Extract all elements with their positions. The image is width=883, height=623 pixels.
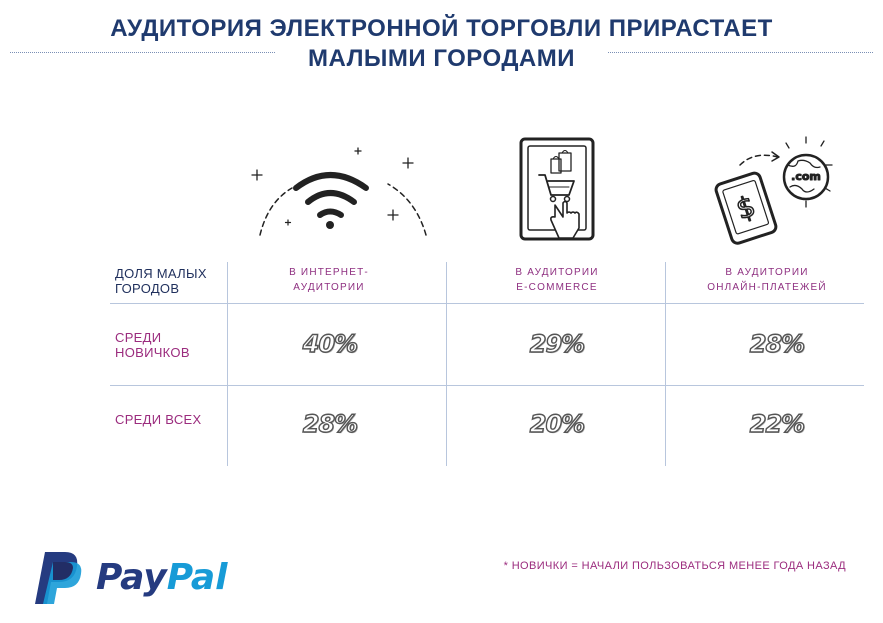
row-label-newcomers: СРЕДИ НОВИЧКОВ (115, 330, 190, 360)
dollar-sign-text: $ (732, 189, 759, 226)
title-divider-left (10, 52, 275, 53)
row-label-all: СРЕДИ ВСЕХ (115, 412, 202, 427)
value-newcomers-internet: 40% (302, 329, 359, 358)
value-all-internet: 28% (302, 409, 359, 438)
column-header-payments: В АУДИТОРИИ ОНЛАЙН-ПЛАТЕЖЕЙ (707, 267, 827, 293)
value-newcomers-payments: 28% (749, 329, 806, 358)
grid-line-v3 (665, 262, 666, 466)
grid-line-h1 (110, 303, 864, 304)
column-header-ecommerce: В АУДИТОРИИ E-COMMERCE (515, 267, 599, 293)
value-newcomers-ecommerce: 29% (529, 329, 586, 358)
page-title: АУДИТОРИЯ ЭЛЕКТРОННОЙ ТОРГОВЛИ ПРИРАСТАЕ… (0, 14, 883, 74)
dot-com-text: .com (791, 170, 821, 183)
paypal-logo-icon (35, 552, 82, 604)
grid-line-v1 (227, 262, 228, 466)
tablet-shopping-icon (519, 137, 595, 241)
wifi-icon (251, 147, 427, 236)
phone-globe-icon: $ .com (714, 136, 833, 245)
table-header-label: ДОЛЯ МАЛЫХ ГОРОДОВ (115, 266, 207, 296)
grid-line-v2 (446, 262, 447, 466)
title-line-1: АУДИТОРИЯ ЭЛЕКТРОННОЙ ТОРГОВЛИ ПРИРАСТАЕ… (110, 15, 773, 42)
title-divider-right (608, 52, 873, 53)
paypal-wordmark: PayPal (96, 557, 228, 598)
column-header-internet: В ИНТЕРНЕТ- АУДИТОРИИ (289, 267, 369, 293)
grid-line-h2 (110, 385, 864, 386)
value-all-ecommerce: 20% (529, 409, 586, 438)
value-all-payments: 22% (749, 409, 806, 438)
footnote: * НОВИЧКИ = НАЧАЛИ ПОЛЬЗОВАТЬСЯ МЕНЕЕ ГО… (503, 560, 846, 572)
title-line-2: МАЛЫМИ ГОРОДАМИ (307, 45, 576, 72)
